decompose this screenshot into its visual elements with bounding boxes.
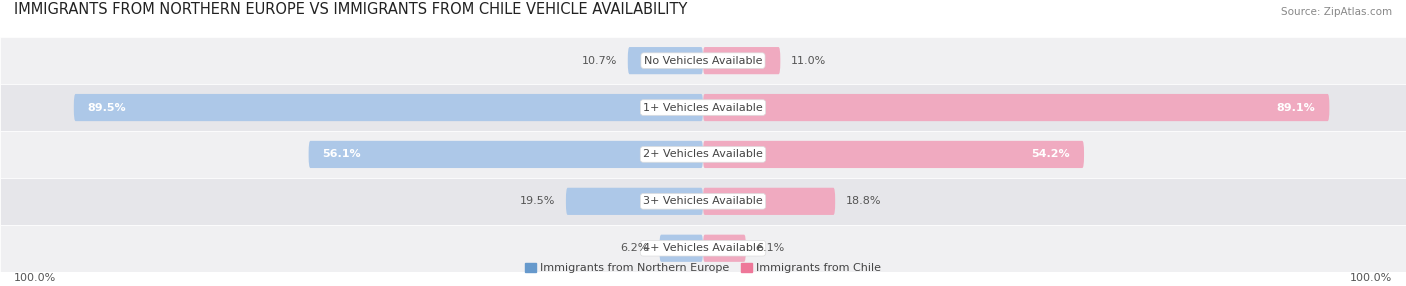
FancyBboxPatch shape bbox=[659, 235, 703, 262]
FancyBboxPatch shape bbox=[308, 141, 703, 168]
FancyBboxPatch shape bbox=[627, 47, 703, 74]
Text: 54.2%: 54.2% bbox=[1032, 150, 1070, 159]
Text: 3+ Vehicles Available: 3+ Vehicles Available bbox=[643, 196, 763, 206]
Text: 6.1%: 6.1% bbox=[756, 243, 785, 253]
Text: 2+ Vehicles Available: 2+ Vehicles Available bbox=[643, 150, 763, 159]
FancyBboxPatch shape bbox=[703, 188, 835, 215]
Text: 56.1%: 56.1% bbox=[322, 150, 361, 159]
Text: 11.0%: 11.0% bbox=[790, 56, 827, 65]
Text: 100.0%: 100.0% bbox=[1350, 273, 1392, 283]
Text: 19.5%: 19.5% bbox=[520, 196, 555, 206]
Text: 10.7%: 10.7% bbox=[582, 56, 617, 65]
Text: 89.5%: 89.5% bbox=[87, 103, 127, 112]
FancyBboxPatch shape bbox=[73, 94, 703, 121]
Text: 18.8%: 18.8% bbox=[846, 196, 882, 206]
Legend: Immigrants from Northern Europe, Immigrants from Chile: Immigrants from Northern Europe, Immigra… bbox=[520, 258, 886, 278]
FancyBboxPatch shape bbox=[565, 188, 703, 215]
FancyBboxPatch shape bbox=[703, 235, 747, 262]
Text: 89.1%: 89.1% bbox=[1277, 103, 1316, 112]
Text: IMMIGRANTS FROM NORTHERN EUROPE VS IMMIGRANTS FROM CHILE VEHICLE AVAILABILITY: IMMIGRANTS FROM NORTHERN EUROPE VS IMMIG… bbox=[14, 2, 688, 17]
Text: No Vehicles Available: No Vehicles Available bbox=[644, 56, 762, 65]
FancyBboxPatch shape bbox=[0, 37, 1406, 84]
Text: 100.0%: 100.0% bbox=[14, 273, 56, 283]
FancyBboxPatch shape bbox=[703, 47, 780, 74]
FancyBboxPatch shape bbox=[0, 178, 1406, 225]
FancyBboxPatch shape bbox=[0, 225, 1406, 272]
FancyBboxPatch shape bbox=[0, 131, 1406, 178]
Text: 6.2%: 6.2% bbox=[620, 243, 650, 253]
Text: Source: ZipAtlas.com: Source: ZipAtlas.com bbox=[1281, 7, 1392, 17]
Text: 4+ Vehicles Available: 4+ Vehicles Available bbox=[643, 243, 763, 253]
FancyBboxPatch shape bbox=[703, 94, 1330, 121]
Text: 1+ Vehicles Available: 1+ Vehicles Available bbox=[643, 103, 763, 112]
FancyBboxPatch shape bbox=[0, 84, 1406, 131]
FancyBboxPatch shape bbox=[703, 141, 1084, 168]
